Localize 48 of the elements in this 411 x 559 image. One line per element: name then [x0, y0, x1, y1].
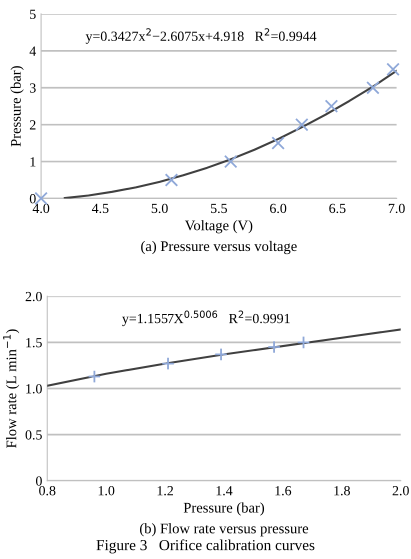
- caption: Figure 3 Orifice calibration curves: [96, 539, 314, 554]
- x-tick-label: 5.0: [152, 204, 168, 214]
- annotation: y=0.3427x$^{2}$−2.6075x+4.918 R$^{2}$=0.9944: [86, 28, 316, 44]
- x-axis-title: Voltage (V): [184, 220, 252, 234]
- point: [164, 173, 178, 187]
- x-tick-label: 1.8: [334, 486, 350, 496]
- point: [324, 99, 338, 113]
- text: (b) Flow rate versus pressure: [140, 523, 308, 536]
- x-tick-label: 6.0: [270, 204, 286, 214]
- point: [295, 118, 309, 132]
- y-tick-label: 0: [30, 194, 36, 204]
- x-tick-label: 1.4: [216, 486, 232, 496]
- y-tick-label: 0.5: [26, 430, 42, 440]
- x-tick-label: 1.0: [98, 486, 114, 496]
- line-series: [47, 328, 401, 387]
- x-axis-title: Pressure (bar): [184, 502, 264, 516]
- point: [88, 370, 102, 384]
- x-tick-label: 2.0: [392, 486, 409, 496]
- point: [214, 348, 228, 362]
- point: [366, 81, 380, 94]
- x-tick-label: 5.5: [210, 204, 227, 214]
- point: [161, 356, 175, 370]
- point: [224, 154, 238, 168]
- point: [296, 336, 310, 350]
- y-tick-label: 5: [30, 10, 36, 19]
- x-tick-label: 6.5: [329, 204, 346, 214]
- y-axis-title: Flow rate (L min$^{−1}$): [3, 329, 20, 448]
- x-tick-label: 4.5: [92, 204, 108, 214]
- y-tick-label: 1.0: [26, 384, 42, 394]
- text: y=1.1557X$^{0.5006}$ R$^{2}$=0.9991: [122, 310, 290, 326]
- y-tick-label: 3: [30, 83, 36, 93]
- point: [271, 136, 285, 150]
- y-axis-title: Pressure (bar): [10, 66, 24, 146]
- y-tick-label: 1.5: [26, 338, 42, 348]
- point: [386, 62, 400, 76]
- x-tick-label: 4.0: [32, 204, 50, 214]
- y-tick-label: 2.0: [26, 292, 42, 302]
- y-tick-label: 0: [36, 476, 42, 486]
- y-tick-label: 2: [30, 120, 36, 130]
- line-series: [64, 70, 397, 198]
- y-tick-label: 4: [30, 46, 36, 56]
- text: (a) Pressure versus voltage: [141, 240, 297, 254]
- point: [267, 340, 281, 354]
- y-tick-label: 1: [30, 157, 36, 166]
- x-tick-label: 0.8: [39, 486, 56, 496]
- x-tick-label: 1.6: [275, 486, 292, 496]
- x-tick-label: 1.2: [158, 486, 173, 496]
- x-tick-label: 7.0: [388, 204, 405, 214]
